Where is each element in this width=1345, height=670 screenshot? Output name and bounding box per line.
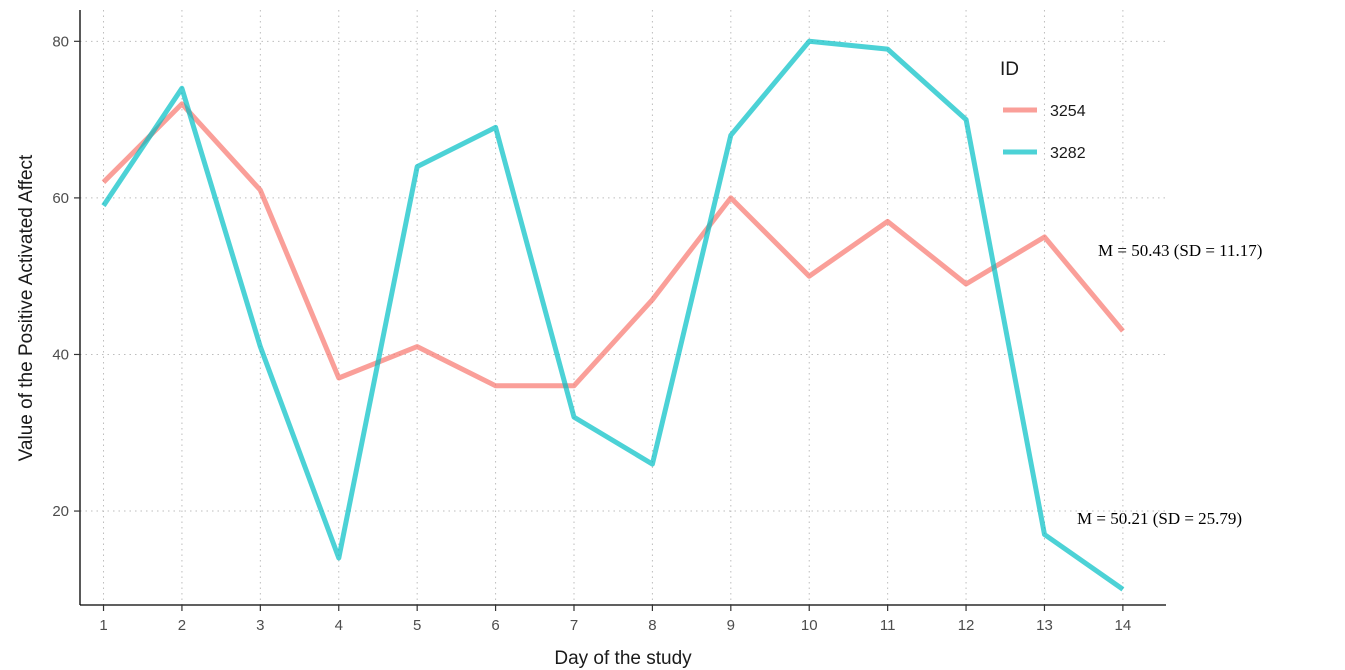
x-tick-label: 11	[880, 617, 896, 634]
y-tick-label: 40	[52, 346, 69, 363]
x-tick-label: 7	[570, 617, 578, 634]
x-tick-label: 14	[1115, 617, 1132, 634]
x-tick-label: 3	[256, 617, 264, 634]
annotation-3282: M = 50.21 (SD = 25.79)	[1077, 509, 1242, 528]
y-axis-title: Value of the Positive Activated Affect	[16, 154, 37, 461]
series-lines	[101, 38, 1125, 592]
x-tick-label: 5	[413, 617, 421, 634]
grid	[80, 10, 1166, 605]
x-tick-label: 9	[727, 617, 735, 634]
x-tick-label: 2	[178, 617, 186, 634]
y-tick-label: 20	[52, 503, 69, 520]
x-tick-label: 6	[491, 617, 499, 634]
annotation-3254: M = 50.43 (SD = 11.17)	[1098, 241, 1262, 260]
series-line-3282	[101, 38, 1125, 592]
x-axis-title: Day of the study	[554, 648, 692, 669]
axes	[79, 10, 1166, 606]
x-tick-label: 12	[958, 617, 975, 634]
x-tick-label: 13	[1036, 617, 1053, 634]
legend-title: ID	[1000, 59, 1019, 80]
x-tick-label: 8	[648, 617, 656, 634]
series-line-3254	[101, 101, 1125, 389]
legend: ID 3254 3282	[1000, 59, 1086, 162]
legend-label-3282: 3282	[1050, 145, 1086, 162]
x-tick-label: 4	[335, 617, 343, 634]
y-tick-label: 80	[52, 33, 69, 50]
x-tick-label: 1	[99, 617, 107, 634]
annotations: M = 50.43 (SD = 11.17) M = 50.21 (SD = 25…	[1077, 241, 1262, 528]
legend-label-3254: 3254	[1050, 103, 1086, 120]
y-tick-label: 60	[52, 190, 69, 207]
x-tick-label: 10	[801, 617, 818, 634]
